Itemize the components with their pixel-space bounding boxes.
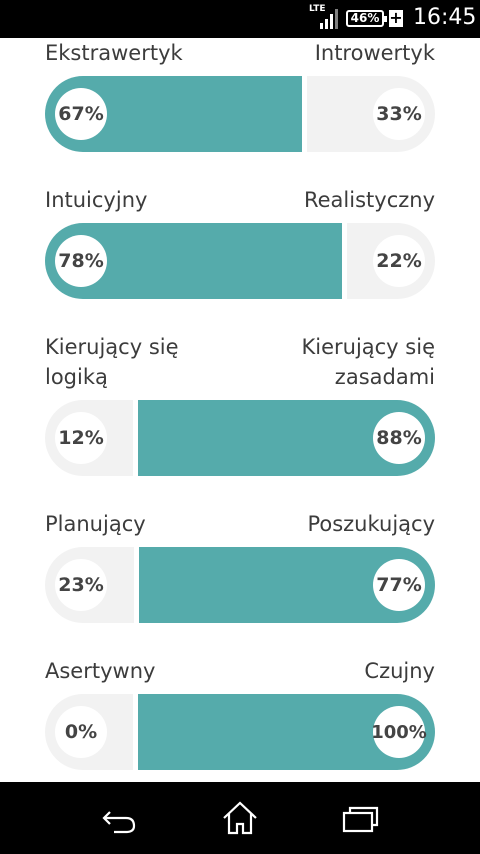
home-icon[interactable] [220,800,260,836]
trait-bar: 78% 22% [45,223,435,299]
back-icon[interactable] [100,800,140,836]
clock: 16:45 [413,5,477,30]
trait-right-percent: 100% [371,706,427,758]
trait-bar: 23% 77% [45,547,435,623]
trait-bar: 12% 88% [45,400,435,476]
trait-left-percent: 67% [55,88,107,140]
trait-right-label: Czujny [364,659,435,683]
trait-left-label: Ekstrawertyk [45,41,183,65]
trait-right-percent: 77% [373,559,425,611]
charging-icon: + [389,8,403,27]
trait-right-percent: 22% [373,235,425,287]
trait-bar: 0% 100% [45,694,435,770]
navigation-bar [0,782,480,854]
network-type: LTE [309,4,326,14]
trait-left-label: Planujący [45,512,146,536]
trait-bar: 67% 33% [45,76,435,152]
trait-left-percent: 78% [55,235,107,287]
trait-left-percent: 0% [55,706,107,758]
status-bar: LTE 46% + 16:45 [0,0,480,38]
trait-left-percent: 23% [55,559,107,611]
trait-left-label: Asertywny [45,659,156,683]
traits-list[interactable]: Ekstrawertyk Introwertyk 67% 33% Intuicy… [0,38,480,782]
trait-right-percent: 33% [373,88,425,140]
trait-left-label: Kierujący się logiką [45,335,179,389]
trait-left-label: Intuicyjny [45,188,148,212]
trait-right-label: Introwertyk [314,41,435,65]
signal-icon [320,9,338,29]
trait-right-label: Poszukujący [307,512,435,536]
trait-right-label: Realistyczny [303,188,435,212]
trait-right-percent: 88% [373,412,425,464]
battery-icon: 46% [346,10,387,27]
recent-apps-icon[interactable] [341,800,381,836]
trait-right-label: Kierujący się zasadami [301,335,435,389]
trait-left-percent: 12% [55,412,107,464]
